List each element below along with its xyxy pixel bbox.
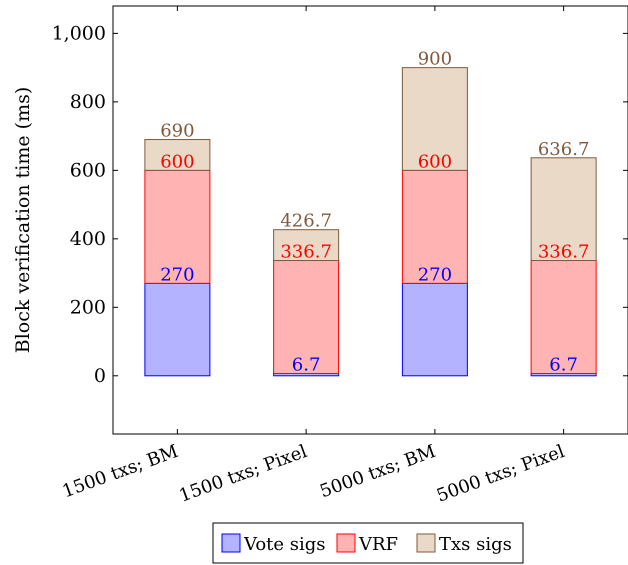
- bar-txs-sigs-2: [273, 229, 340, 262]
- legend-label-vote-sigs: Vote sigs: [243, 534, 326, 555]
- bar-txs-sigs-2-value-label: 426.7: [280, 211, 332, 232]
- bar-vrf-2: [273, 260, 340, 374]
- bar-vrf-2-value-label: 336.7: [280, 242, 332, 263]
- bar-vote-sigs-2-value-label: 6.7: [292, 354, 321, 375]
- bar-txs-sigs-4: [530, 157, 597, 262]
- value-labels-layer: 270 600 690 6.7 336.7 426.7 270 600 900 6.7 336.7 6…: [160, 49, 589, 376]
- y-tick-label: 0: [94, 365, 106, 387]
- legend: Vote sigs VRF Txs sigs: [212, 522, 524, 564]
- bar-vote-sigs-1: [144, 282, 211, 377]
- legend-box: [212, 522, 524, 564]
- y-axis-label: Block verification time (ms): [12, 87, 34, 353]
- x-tick-label: 1500 txs; Pixel: [176, 441, 310, 507]
- x-tick-label: 1500 txs; BM: [60, 441, 181, 502]
- legend-swatch-txs-sigs: [416, 533, 436, 553]
- bar-vrf-4-value-label: 336.7: [538, 242, 590, 263]
- legend-swatch-vote-sigs: [221, 533, 241, 553]
- y-tick-label: 200: [70, 296, 106, 318]
- y-tick-label: 800: [70, 91, 106, 113]
- bar-txs-sigs-1: [144, 139, 211, 171]
- y-tick-label: 400: [70, 228, 106, 250]
- legend-label-vrf: VRF: [358, 534, 398, 555]
- bar-txs-sigs-1-value-label: 690: [160, 121, 194, 142]
- bar-vrf-1: [144, 169, 211, 284]
- bar-vote-sigs-3-value-label: 270: [418, 264, 452, 285]
- bar-vrf-4: [530, 260, 597, 374]
- bar-vote-sigs-1-value-label: 270: [160, 264, 194, 285]
- y-tick-label: 600: [70, 159, 106, 181]
- plot-area-frame: [112, 5, 628, 435]
- bar-vrf-3-value-label: 600: [418, 151, 452, 172]
- bar-vote-sigs-3: [401, 282, 468, 377]
- bar-vrf-1-value-label: 600: [160, 151, 194, 172]
- bar-txs-sigs-3: [401, 67, 468, 171]
- bar-txs-sigs-4-value-label: 636.7: [538, 139, 590, 160]
- y-tick-label: 1,000: [52, 22, 106, 44]
- x-tick-label: 5000 txs; Pixel: [434, 441, 568, 507]
- bar-vote-sigs-4-value-label: 6.7: [549, 354, 578, 375]
- legend-swatch-vrf: [336, 533, 356, 553]
- legend-label-txs-sigs: Txs sigs: [439, 534, 512, 555]
- x-tick-label: 5000 txs; BM: [317, 441, 438, 502]
- bars-layer: [144, 67, 597, 377]
- bar-txs-sigs-3-value-label: 900: [418, 49, 452, 70]
